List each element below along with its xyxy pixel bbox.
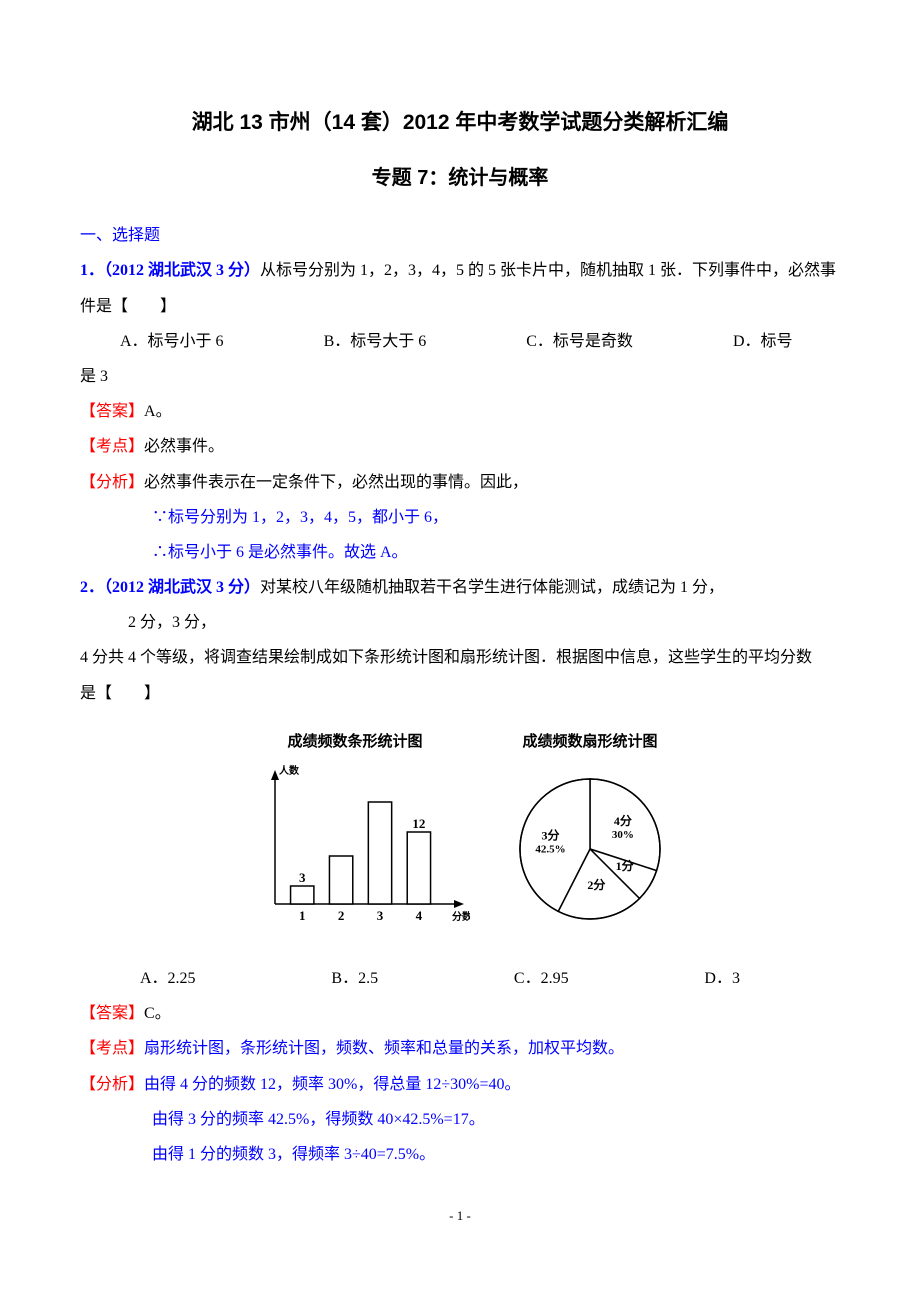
pie-chart: 4分30% 1分 2分 3分42.5% xyxy=(500,764,680,934)
q2-answer: C。 xyxy=(144,1005,171,1022)
bar-chart-title: 成绩频数条形统计图 xyxy=(240,725,470,758)
q1-topic: 必然事件。 xyxy=(144,438,224,455)
q2-answer-label: 【答案】 xyxy=(80,1005,144,1022)
q2-opt-d: D．3 xyxy=(704,961,740,996)
page-subtitle: 专题 7：统计与概率 xyxy=(80,156,840,200)
svg-text:4: 4 xyxy=(416,908,423,923)
q1-options: A．标号小于 6 B．标号大于 6 C．标号是奇数 D．标号 xyxy=(80,324,840,359)
svg-text:3: 3 xyxy=(299,870,306,885)
q1-analysis-1: 必然事件表示在一定条件下，必然出现的事情。因此， xyxy=(144,474,528,491)
question-2: 2．（2012 湖北武汉 3 分）对某校八年级随机抽取若干名学生进行体能测试，成… xyxy=(80,570,840,1172)
svg-text:42.5%: 42.5% xyxy=(535,843,565,855)
svg-text:分数: 分数 xyxy=(452,910,470,923)
q1-number: 1． xyxy=(80,262,104,279)
q2-opt-a: A．2.25 xyxy=(140,961,196,996)
svg-text:3分: 3分 xyxy=(542,827,560,842)
bar-chart: 人数分数 1 3 2 3 4 12 xyxy=(240,764,470,934)
svg-text:4分: 4分 xyxy=(614,813,632,828)
svg-text:人数: 人数 xyxy=(279,764,300,777)
q1-opt-d-tail: 是 3 xyxy=(80,359,840,394)
pie-chart-title: 成绩频数扇形统计图 xyxy=(500,725,680,758)
svg-text:12: 12 xyxy=(412,816,425,831)
q2-source: （2012 湖北武汉 3 分） xyxy=(104,579,260,596)
q1-answer-label: 【答案】 xyxy=(80,403,144,420)
bar-chart-block: 成绩频数条形统计图 人数分数 1 3 2 3 4 12 xyxy=(240,725,470,947)
q1-opt-c: C．标号是奇数 xyxy=(526,324,633,359)
q1-opt-d-pre: D．标号 xyxy=(733,324,793,359)
q1-topic-label: 【考点】 xyxy=(80,438,144,455)
pie-chart-block: 成绩频数扇形统计图 4分30% 1分 2分 3分42.5% xyxy=(500,725,680,947)
svg-text:3: 3 xyxy=(377,908,384,923)
q2-body-4: 是【 】 xyxy=(80,676,840,711)
svg-text:1: 1 xyxy=(299,908,306,923)
q1-answer: A。 xyxy=(144,403,172,420)
page-title: 湖北 13 市州（14 套）2012 年中考数学试题分类解析汇编 xyxy=(80,100,840,146)
svg-text:2: 2 xyxy=(338,908,345,923)
q2-analysis-3: 由得 1 分的频数 3，得频率 3÷40=7.5%。 xyxy=(80,1137,840,1172)
svg-text:30%: 30% xyxy=(612,829,634,841)
q1-opt-a: A．标号小于 6 xyxy=(120,324,224,359)
q2-number: 2． xyxy=(80,579,104,596)
q1-source: （2012 湖北武汉 3 分） xyxy=(104,262,260,279)
page-number: - 1 - xyxy=(80,1202,840,1231)
q2-opt-b: B．2.5 xyxy=(331,961,378,996)
q1-analysis-3: ∴标号小于 6 是必然事件。故选 A。 xyxy=(80,535,840,570)
q2-body-2: 2 分，3 分， xyxy=(80,605,840,640)
svg-text:2分: 2分 xyxy=(587,877,605,892)
q2-analysis-1: 由得 4 分的频数 12，频率 30%，得总量 12÷30%=40。 xyxy=(144,1076,520,1093)
q2-analysis-label: 【分析】 xyxy=(80,1076,144,1093)
q2-body-3: 4 分共 4 个等级，将调查结果绘制成如下条形统计图和扇形统计图．根据图中信息，… xyxy=(80,640,840,675)
q2-topic-label: 【考点】 xyxy=(80,1040,144,1057)
q1-analysis-label: 【分析】 xyxy=(80,474,144,491)
svg-text:1分: 1分 xyxy=(616,858,634,873)
question-1: 1．（2012 湖北武汉 3 分）从标号分别为 1，2，3，4，5 的 5 张卡… xyxy=(80,253,840,570)
section-header: 一、选择题 xyxy=(80,218,840,253)
q2-body-1: 对某校八年级随机抽取若干名学生进行体能测试，成绩记为 1 分， xyxy=(260,579,724,596)
q1-opt-b: B．标号大于 6 xyxy=(324,324,427,359)
q2-topic: 扇形统计图，条形统计图，频数、频率和总量的关系，加权平均数。 xyxy=(144,1040,624,1057)
q2-analysis-2: 由得 3 分的频率 42.5%，得频数 40×42.5%=17。 xyxy=(80,1102,840,1137)
document-page: 湖北 13 市州（14 套）2012 年中考数学试题分类解析汇编 专题 7：统计… xyxy=(0,0,920,1271)
q2-options: A．2.25 B．2.5 C．2.95 D．3 xyxy=(80,961,840,996)
charts-row: 成绩频数条形统计图 人数分数 1 3 2 3 4 12 成绩频数扇形统计图 4分30% 1分 2… xyxy=(80,725,840,947)
q2-opt-c: C．2.95 xyxy=(514,961,569,996)
q1-analysis-2: ∵标号分别为 1，2，3，4，5，都小于 6， xyxy=(80,500,840,535)
